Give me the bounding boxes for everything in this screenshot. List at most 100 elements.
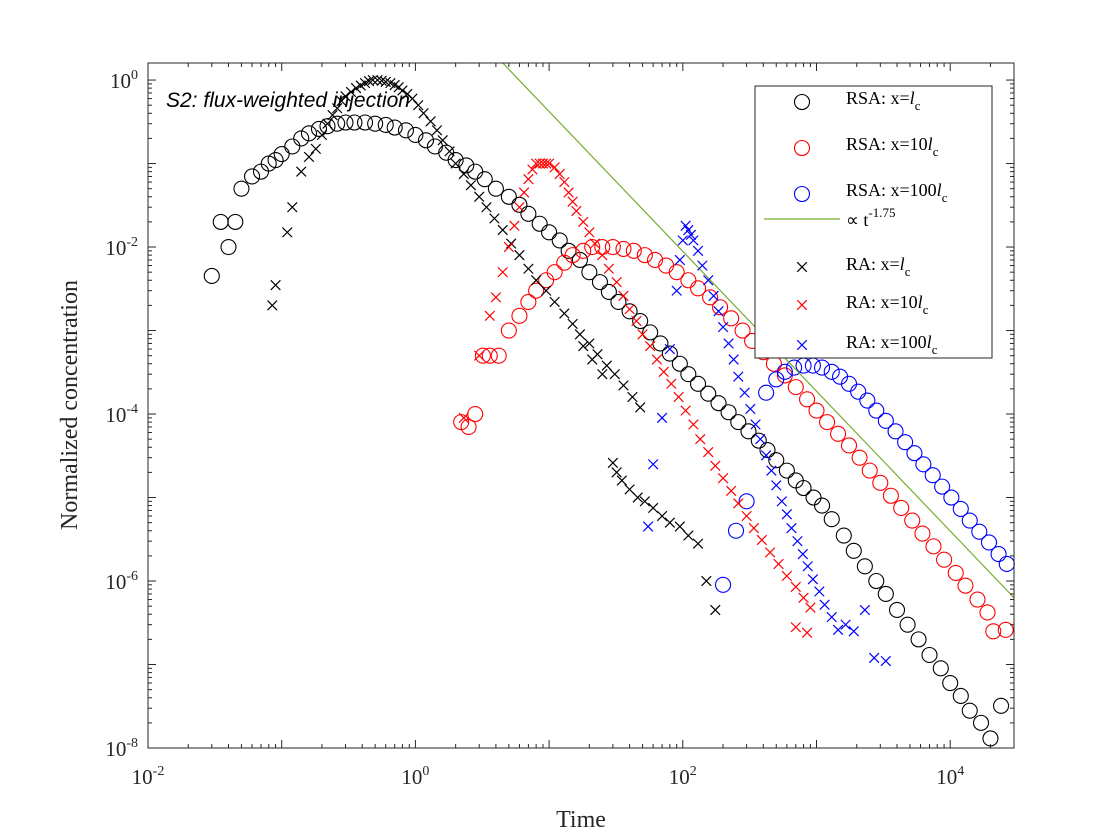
chart-annotation: S2: flux-weighted injection — [166, 89, 410, 112]
data-point — [489, 213, 500, 224]
data-point — [740, 423, 757, 440]
data-point — [624, 484, 635, 495]
data-point — [527, 164, 538, 175]
data-point — [490, 292, 502, 303]
data-point — [540, 285, 552, 296]
data-point — [859, 392, 876, 409]
x-tick-label: 104 — [936, 764, 964, 789]
data-point — [748, 522, 760, 534]
data-point — [680, 272, 697, 289]
data-point — [733, 498, 744, 509]
data-point — [972, 714, 990, 731]
data-point — [787, 379, 804, 396]
data-point — [273, 145, 290, 163]
data-point — [481, 201, 492, 213]
data-point — [363, 75, 375, 87]
data-point — [554, 168, 565, 180]
data-point — [776, 496, 788, 507]
x-axis-label: Time — [556, 807, 606, 833]
legend-label: RSA: x=lc — [846, 88, 921, 113]
data-point — [710, 604, 721, 616]
data-point — [832, 624, 844, 636]
data-point — [671, 285, 682, 296]
data-point — [647, 502, 659, 514]
data-point — [646, 251, 664, 269]
data-point — [664, 517, 676, 528]
data-point — [819, 599, 830, 610]
data-point — [969, 591, 986, 608]
data-point — [523, 263, 534, 274]
data-point — [688, 235, 699, 246]
data-point — [227, 213, 244, 230]
data-point — [413, 99, 424, 111]
data-point — [350, 82, 362, 94]
series-2 — [715, 357, 1015, 593]
data-point — [642, 521, 654, 532]
data-point — [750, 432, 767, 449]
data-point — [703, 446, 714, 458]
data-point — [431, 125, 443, 136]
data-point — [848, 626, 860, 637]
axes: 10-2 100 102 104 10-8 10-6 10-4 10-2 100 — [105, 63, 1015, 789]
data-point — [476, 171, 493, 188]
data-point — [723, 338, 734, 349]
data-point — [795, 479, 812, 497]
data-point — [766, 465, 777, 476]
data-point — [934, 478, 951, 495]
data-point — [961, 702, 978, 719]
data-point — [287, 201, 298, 213]
data-point — [300, 125, 318, 142]
data-point — [563, 187, 574, 198]
data-point — [689, 375, 707, 392]
data-point — [702, 289, 719, 306]
data-point — [296, 166, 307, 177]
data-point — [877, 412, 894, 429]
legend-marker — [796, 339, 808, 351]
data-point — [947, 564, 964, 581]
data-point — [710, 460, 721, 471]
legend: RSA: x=lc RSA: x=10lc RSA: x=100lc∝ t-1.75… — [754, 85, 993, 359]
data-point — [514, 249, 525, 261]
data-point — [658, 366, 669, 378]
data-point — [644, 340, 656, 352]
data-point — [367, 115, 384, 132]
data-point — [460, 418, 477, 436]
data-point — [538, 272, 555, 289]
data-point — [814, 586, 825, 597]
data-point — [584, 338, 595, 349]
data-point — [861, 462, 878, 479]
legend-marker — [793, 93, 811, 111]
data-point — [685, 229, 697, 241]
data-point — [887, 423, 904, 440]
data-point — [924, 467, 941, 484]
data-point — [756, 534, 768, 546]
data-point — [458, 412, 469, 424]
data-point — [397, 85, 408, 96]
data-point — [575, 242, 592, 259]
data-point — [310, 143, 322, 155]
data-point — [802, 561, 813, 572]
data-point — [768, 452, 785, 469]
data-point — [377, 116, 394, 133]
data-point — [925, 538, 942, 555]
data-point — [637, 329, 648, 340]
data-point — [932, 660, 949, 677]
data-point — [473, 350, 485, 361]
data-point — [528, 282, 545, 299]
data-point — [450, 158, 461, 169]
data-point — [284, 138, 301, 155]
legend-marker — [793, 139, 811, 157]
data-point — [683, 224, 694, 236]
legend-marker — [793, 185, 811, 203]
data-point — [805, 602, 816, 613]
data-point — [270, 279, 281, 291]
data-point — [799, 391, 816, 408]
data-point — [971, 523, 988, 540]
data-point — [571, 205, 582, 217]
data-point — [750, 419, 761, 430]
data-point — [337, 114, 354, 131]
x-tick-label: 100 — [401, 764, 429, 789]
data-point — [578, 216, 589, 228]
data-point — [773, 558, 784, 570]
data-point — [520, 205, 537, 222]
